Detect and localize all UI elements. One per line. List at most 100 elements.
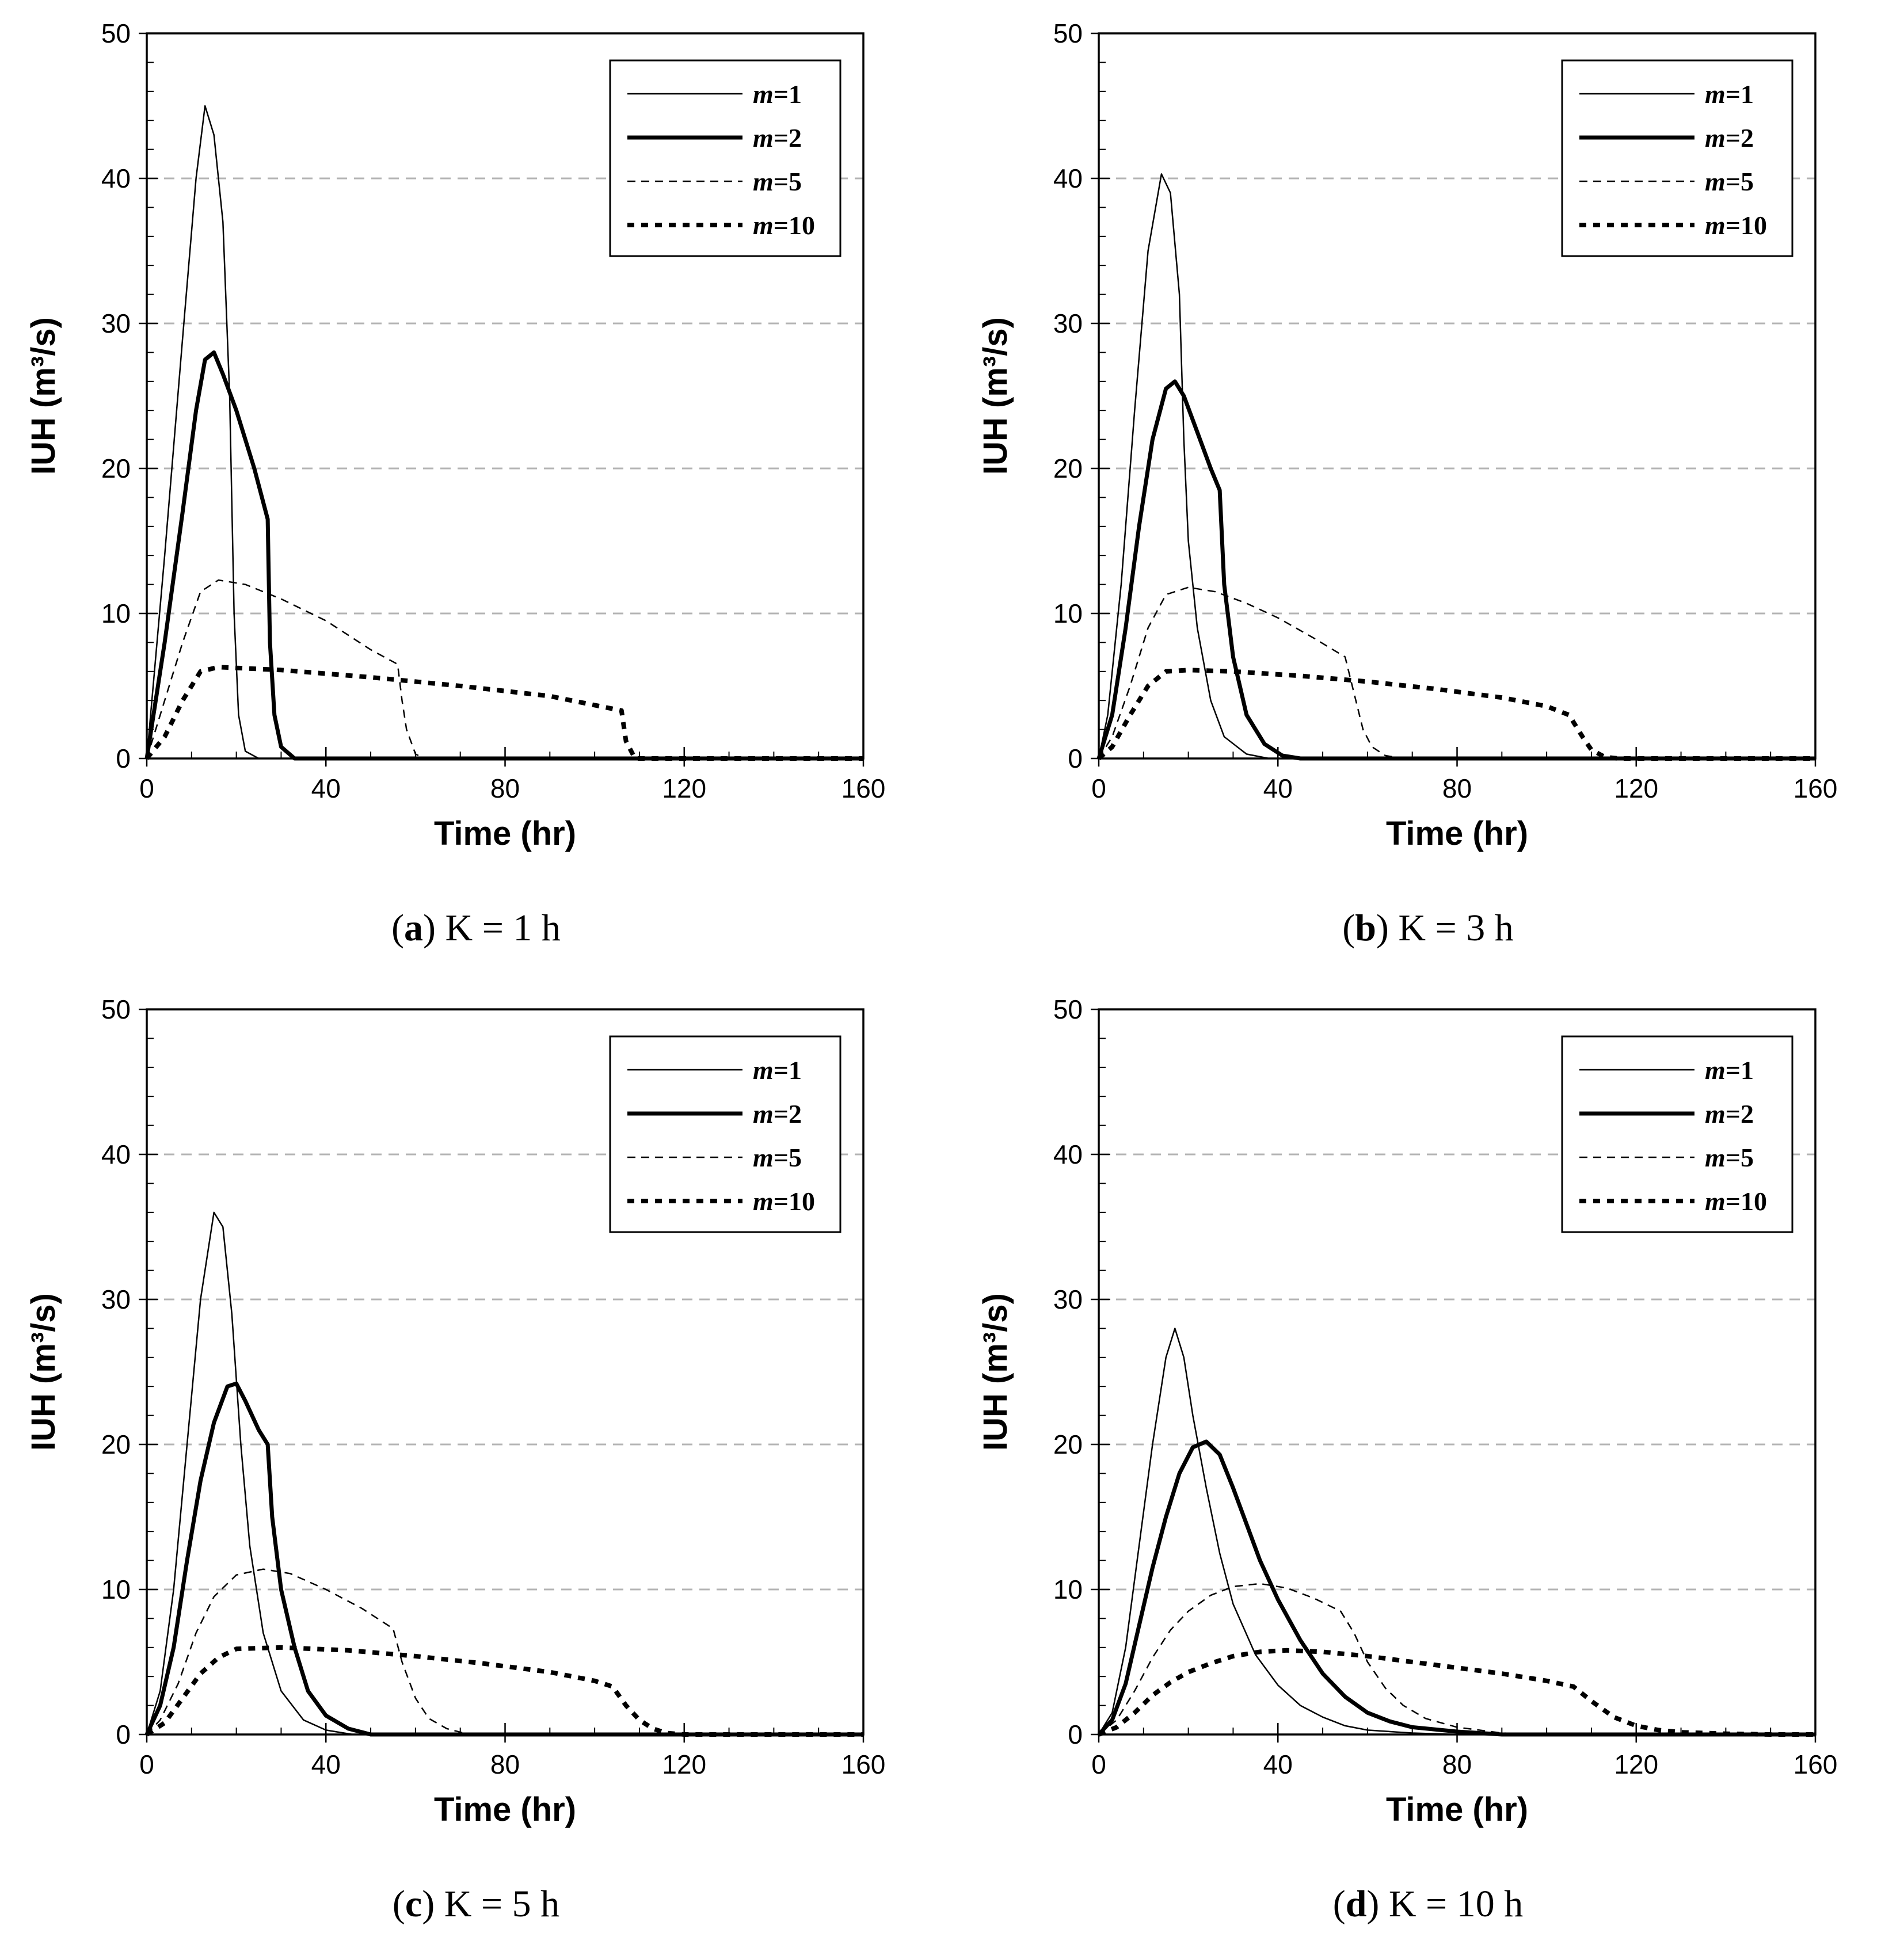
y-tick-label-a-50: 50	[101, 18, 131, 48]
y-tick-label-d-10: 10	[1053, 1574, 1083, 1604]
caption-letter-c: c	[405, 1883, 422, 1925]
series-line-a-m2	[144, 350, 863, 761]
caption-d: (d) K = 10 h	[1332, 1883, 1524, 1925]
y-tick-label-d-20: 20	[1053, 1429, 1083, 1459]
legend-value-c: =2	[774, 1099, 802, 1128]
series-line-b-m5	[1098, 586, 1815, 760]
y-axis-label-a: IUH (m³/s)	[25, 317, 62, 475]
x-tick-label-b-40: 40	[1263, 773, 1293, 803]
legend-value-d: =5	[1726, 1143, 1754, 1172]
legend-label-c-m10: m=10	[753, 1187, 815, 1216]
legend-value-d: =10	[1726, 1187, 1767, 1216]
legend-var-d: m	[1705, 1187, 1726, 1216]
legend-label-a-m2: m=2	[753, 123, 802, 152]
y-tick-label-b-40: 40	[1053, 163, 1083, 193]
legend-var-d: m	[1705, 1055, 1726, 1085]
x-tick-label-b-80: 80	[1442, 773, 1472, 803]
series-line-b-m1	[1098, 173, 1815, 760]
legend-value-b: =5	[1726, 167, 1754, 196]
legend-var-d: m	[1705, 1099, 1726, 1128]
y-tick-label-c-30: 30	[101, 1284, 131, 1314]
legend-var-c: m	[753, 1055, 774, 1085]
legend-var-a: m	[753, 211, 774, 240]
y-axis-label-d: IUH (m³/s)	[977, 1293, 1014, 1451]
series-line-d-m5	[1098, 1583, 1815, 1736]
y-tick-label-d-30: 30	[1053, 1284, 1083, 1314]
y-tick-label-b-30: 30	[1053, 308, 1083, 338]
x-tick-label-a-40: 40	[311, 773, 341, 803]
x-tick-label-d-120: 120	[1614, 1749, 1658, 1779]
caption-letter-d: d	[1345, 1883, 1367, 1925]
series-line-c-m5	[146, 1568, 863, 1736]
x-tick-label-a-80: 80	[490, 773, 520, 803]
x-tick-label-a-160: 160	[841, 773, 886, 803]
series-line-b-m10	[1097, 668, 1815, 761]
legend-label-d-m1: m=1	[1705, 1055, 1754, 1085]
chart-panel-a: 0 10 20 30 40 50 0 40 80 120 160 Time (hr) IUH (m³/s…	[0, 0, 952, 976]
legend-label-d-m10: m=10	[1705, 1187, 1767, 1216]
y-tick-label-a-30: 30	[101, 308, 131, 338]
legend-label-c-m5: m=5	[753, 1143, 802, 1172]
caption-letter-b: b	[1355, 907, 1376, 949]
x-axis-label-d: Time (hr)	[1386, 1791, 1528, 1828]
x-tick-label-d-0: 0	[1091, 1749, 1106, 1779]
y-axis-label-b: IUH (m³/s)	[977, 317, 1014, 475]
y-tick-label-c-0: 0	[116, 1720, 131, 1749]
legend-label-b-m1: m=1	[1705, 79, 1754, 109]
y-tick-label-b-0: 0	[1068, 744, 1083, 773]
caption-text-a: K = 1 h	[445, 907, 561, 949]
x-tick-label-c-0: 0	[139, 1749, 154, 1779]
series-line-a-m1	[146, 105, 863, 760]
legend-var-b: m	[1705, 79, 1726, 109]
legend-label-c-m1: m=1	[753, 1055, 802, 1085]
legend-value-d: =2	[1726, 1099, 1754, 1128]
series-line-a-m5	[146, 579, 863, 760]
series-line-b-m2	[1096, 379, 1815, 761]
x-axis-label-c: Time (hr)	[434, 1791, 576, 1828]
x-tick-label-d-40: 40	[1263, 1749, 1293, 1779]
x-axis-label-b: Time (hr)	[1386, 815, 1528, 852]
chart-panel-b: 0 10 20 30 40 50 0 40 80 120 160 Time (hr) IUH (m³/s…	[952, 0, 1904, 976]
legend-value-c: =10	[774, 1187, 815, 1216]
caption-c: (c) K = 5 h	[392, 1883, 560, 1925]
legend-value-a: =5	[774, 167, 802, 196]
legend-label-a-m1: m=1	[753, 79, 802, 109]
legend-var-d: m	[1705, 1143, 1726, 1172]
y-tick-label-a-20: 20	[101, 453, 131, 483]
x-tick-label-c-120: 120	[662, 1749, 706, 1779]
y-tick-label-b-50: 50	[1053, 18, 1083, 48]
series-line-c-m2	[144, 1381, 863, 1737]
legend-var-a: m	[753, 79, 774, 109]
legend-label-a-m10: m=10	[753, 211, 815, 240]
series-line-d-m10	[1098, 1648, 1815, 1737]
legend-var-b: m	[1705, 123, 1726, 152]
legend-var-c: m	[753, 1099, 774, 1128]
caption-text-c: K = 5 h	[444, 1883, 560, 1925]
y-tick-label-d-40: 40	[1053, 1139, 1083, 1169]
y-tick-label-a-10: 10	[101, 598, 131, 628]
legend-var-c: m	[753, 1143, 774, 1172]
y-tick-label-c-10: 10	[101, 1574, 131, 1604]
plot-area-b	[1098, 32, 1817, 760]
y-tick-label-d-0: 0	[1068, 1720, 1083, 1749]
x-tick-label-c-80: 80	[490, 1749, 520, 1779]
legend-var-b: m	[1705, 211, 1726, 240]
series-line-d-m2	[1097, 1439, 1815, 1737]
y-tick-label-a-40: 40	[101, 163, 131, 193]
plot-area-a	[146, 32, 865, 760]
y-tick-label-c-50: 50	[101, 994, 131, 1024]
caption-b: (b) K = 3 h	[1342, 907, 1514, 949]
chart-panel-d: 0 10 20 30 40 50 0 40 80 120 160 Time (hr) IUH (m³/s…	[952, 976, 1904, 1952]
x-tick-label-c-160: 160	[841, 1749, 886, 1779]
legend-value-a: =1	[774, 79, 802, 109]
plot-area-c	[146, 1008, 865, 1736]
caption-letter-a: a	[404, 907, 424, 949]
line-chart-d: 0 10 20 30 40 50 0 40 80 120 160 Time (hr) IUH (m³/s…	[977, 994, 1837, 1828]
legend-label-c-m2: m=2	[753, 1099, 802, 1128]
x-tick-label-b-120: 120	[1614, 773, 1658, 803]
x-tick-label-c-40: 40	[311, 1749, 341, 1779]
y-axis-label-c: IUH (m³/s)	[25, 1293, 62, 1451]
caption-text-b: K = 3 h	[1398, 907, 1514, 949]
legend-var-a: m	[753, 123, 774, 152]
y-tick-label-c-20: 20	[101, 1429, 131, 1459]
